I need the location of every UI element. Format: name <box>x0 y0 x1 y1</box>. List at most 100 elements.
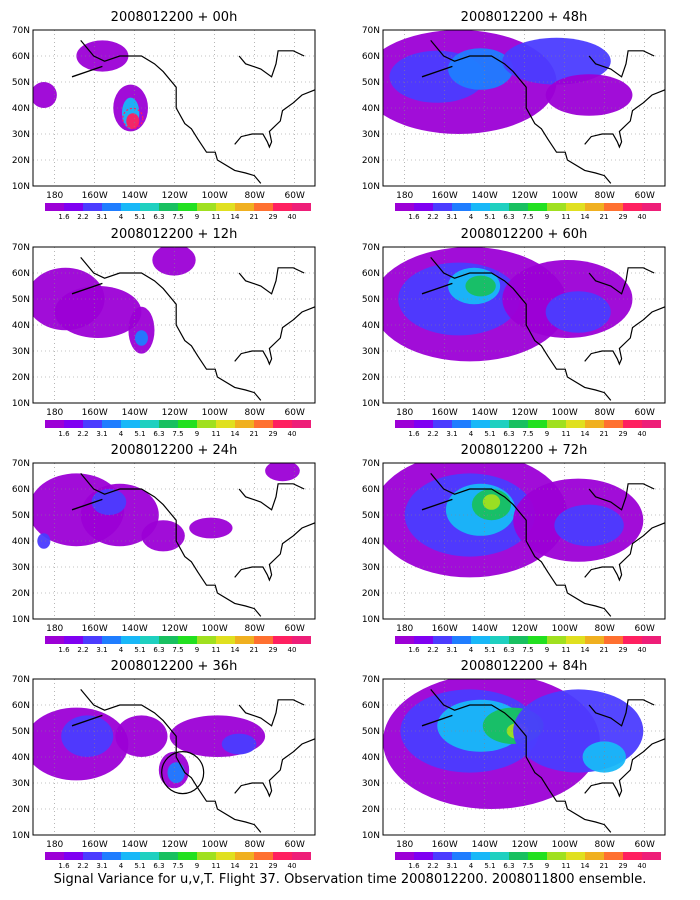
colorbar-level-label: 9 <box>195 862 199 870</box>
colorbar-swatch <box>140 636 159 644</box>
colorbar-swatch <box>45 852 64 860</box>
lat-tick-label: 30N <box>12 347 30 357</box>
colorbar-swatch <box>509 852 528 860</box>
lat-tick-label: 20N <box>362 589 380 599</box>
lat-tick-label: 60N <box>12 269 30 279</box>
colorbar-level-label: 40 <box>288 862 297 870</box>
colorbar-swatch <box>433 203 452 211</box>
lat-tick-label: 20N <box>12 589 30 599</box>
colorbar-level-label: 14 <box>581 862 590 870</box>
colorbar-swatch <box>566 852 585 860</box>
lat-tick-label: 40N <box>12 753 30 763</box>
colorbar-swatch <box>121 420 140 428</box>
colorbar-level-label: 7.5 <box>172 213 183 221</box>
colorbar-swatch <box>83 420 102 428</box>
lat-tick-label: 10N <box>362 182 380 192</box>
colorbar-level-label: 21 <box>600 430 609 438</box>
colorbar-level-label: 29 <box>619 646 628 654</box>
lon-tick-label: 100W <box>202 191 228 201</box>
coastline <box>588 699 655 727</box>
colorbar-level-label: 11 <box>212 646 221 654</box>
lon-tick-label: 120W <box>162 840 188 850</box>
lat-tick-label: 50N <box>362 511 380 521</box>
highlight-ring <box>161 750 205 795</box>
colorbar-swatch <box>83 636 102 644</box>
variance-region <box>37 533 51 549</box>
colorbar-swatch <box>642 420 661 428</box>
lon-tick-label: 160W <box>432 408 458 418</box>
colorbar-level-label: 1.6 <box>58 213 70 221</box>
colorbar-swatch <box>45 636 64 644</box>
colorbar-swatch <box>45 420 64 428</box>
coastline <box>588 50 655 78</box>
colorbar-swatch <box>547 636 566 644</box>
lon-tick-label: 100W <box>202 408 228 418</box>
aleutian-islands <box>421 65 453 78</box>
colorbar-swatch <box>604 420 623 428</box>
colorbar-swatch <box>509 420 528 428</box>
panel-title: 2008012200 + 48h <box>461 10 588 25</box>
lon-tick-label: 180 <box>396 191 413 201</box>
colorbar-level-label: 1.6 <box>408 213 420 221</box>
colorbar-level-label: 1.6 <box>408 430 420 438</box>
colorbar-swatch <box>395 852 414 860</box>
colorbar-swatch <box>509 636 528 644</box>
colorbar-level-label: 6.3 <box>153 862 164 870</box>
aleutian-islands <box>71 65 103 78</box>
colorbar-swatch <box>64 636 83 644</box>
coastline <box>430 689 612 833</box>
lon-tick-label: 120W <box>162 408 188 418</box>
colorbar-level-label: 40 <box>638 646 647 654</box>
colorbar-level-label: 3.1 <box>446 862 457 870</box>
colorbar-level-label: 9 <box>545 646 549 654</box>
colorbar-level-label: 6.3 <box>153 213 164 221</box>
map-frame <box>382 246 666 404</box>
colorbar-swatch <box>414 203 433 211</box>
lat-tick-label: 10N <box>362 615 380 625</box>
colorbar-swatch <box>547 203 566 211</box>
coastline <box>238 483 305 511</box>
colorbar-swatch <box>528 636 547 644</box>
lat-tick-label: 10N <box>12 182 30 192</box>
lat-tick-label: 20N <box>362 805 380 815</box>
lon-tick-label: 160W <box>432 624 458 634</box>
colorbar-swatch <box>140 852 159 860</box>
figure-footer: Signal Variance for u,v,T. Flight 37. Ob… <box>53 872 647 887</box>
colorbar-level-label: 14 <box>581 213 590 221</box>
lon-tick-label: 80W <box>245 191 265 201</box>
lon-tick-label: 140W <box>122 191 148 201</box>
lat-tick-label: 60N <box>12 485 30 495</box>
colorbar-level-label: 7.5 <box>522 430 533 438</box>
aleutian-islands <box>71 714 103 727</box>
colorbar-level-label: 9 <box>195 213 199 221</box>
colorbar-level-label: 2.2 <box>427 213 438 221</box>
variance-region <box>141 520 185 552</box>
colorbar-level-label: 4 <box>119 213 124 221</box>
map-area <box>383 247 665 403</box>
lon-tick-label: 180 <box>46 408 63 418</box>
colorbar-level-label: 4 <box>119 862 124 870</box>
aleutian-islands <box>71 282 103 295</box>
colorbar-level-label: 5.1 <box>134 430 145 438</box>
colorbar-level-label: 21 <box>250 213 259 221</box>
colorbar-level-label: 21 <box>250 646 259 654</box>
coastline <box>234 89 315 149</box>
coastline <box>80 40 262 184</box>
lon-tick-label: 60W <box>285 408 305 418</box>
colorbar-swatch <box>140 420 159 428</box>
lat-tick-label: 40N <box>362 321 380 331</box>
colorbar-swatch <box>235 852 254 860</box>
colorbar-level-label: 9 <box>545 430 549 438</box>
colorbar-level-label: 4 <box>469 213 474 221</box>
colorbar-swatch <box>121 852 140 860</box>
colorbar-level-label: 29 <box>619 430 628 438</box>
lat-tick-label: 30N <box>362 347 380 357</box>
lat-tick-label: 70N <box>12 243 30 253</box>
lon-tick-label: 100W <box>552 408 578 418</box>
map-frame <box>382 462 666 620</box>
colorbar-level-label: 4 <box>119 646 124 654</box>
lat-tick-label: 30N <box>362 779 380 789</box>
colorbar-level-label: 5.1 <box>134 646 145 654</box>
colorbar-swatch <box>178 203 197 211</box>
colorbar-level-label: 21 <box>600 862 609 870</box>
